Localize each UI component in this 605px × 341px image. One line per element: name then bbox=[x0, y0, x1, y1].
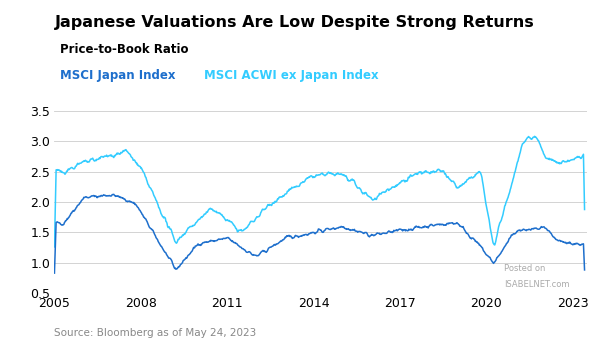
Text: Price-to-Book Ratio: Price-to-Book Ratio bbox=[60, 43, 188, 56]
Text: MSCI ACWI ex Japan Index: MSCI ACWI ex Japan Index bbox=[203, 69, 378, 81]
Text: MSCI Japan Index: MSCI Japan Index bbox=[60, 69, 175, 81]
Text: Posted on: Posted on bbox=[505, 265, 546, 273]
Text: Source: Bloomberg as of May 24, 2023: Source: Bloomberg as of May 24, 2023 bbox=[54, 328, 257, 338]
Text: ISABELNET.com: ISABELNET.com bbox=[505, 280, 570, 289]
Text: Japanese Valuations Are Low Despite Strong Returns: Japanese Valuations Are Low Despite Stro… bbox=[54, 15, 534, 30]
